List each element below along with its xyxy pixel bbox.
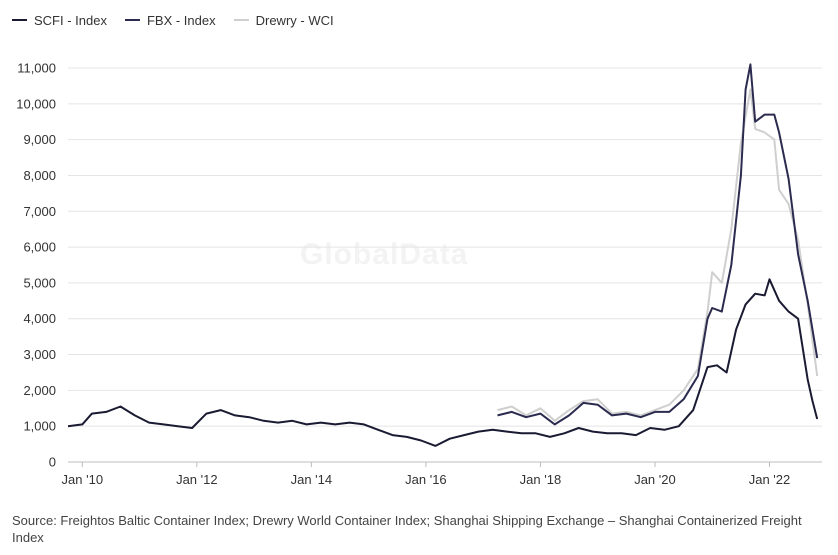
series-line-drewry-wci xyxy=(497,88,819,422)
y-tick-label: 1,000 xyxy=(23,419,56,434)
legend-label-wci: Drewry - WCI xyxy=(255,12,334,28)
legend-label-scfi: SCFI - Index xyxy=(34,12,107,28)
legend-item-wci: Drewry - WCI xyxy=(233,12,334,28)
legend-label-fbx: FBX - Index xyxy=(146,12,216,28)
legend-swatch-fbx xyxy=(124,19,140,21)
legend-swatch-wci xyxy=(233,19,249,21)
watermark: GlobalData xyxy=(300,238,469,271)
x-tick-label: Jan '14 xyxy=(291,472,333,487)
y-tick-label: 7,000 xyxy=(23,204,56,219)
x-tick-label: Jan '12 xyxy=(176,472,218,487)
grid-lines xyxy=(68,67,822,463)
x-axis: Jan '10 Jan '12 Jan '14 Jan '16 Jan '18 Jan '… xyxy=(62,462,791,487)
x-tick-label: Jan '20 xyxy=(634,472,676,487)
legend-swatch-scfi xyxy=(12,19,27,21)
x-tick-label: Jan '22 xyxy=(749,472,791,487)
x-tick-label: Jan '16 xyxy=(405,472,447,487)
y-tick-label: 0 xyxy=(49,455,56,470)
x-tick-label: Jan '18 xyxy=(520,472,562,487)
y-tick-label: 6,000 xyxy=(23,240,56,255)
series-line-scfi-index xyxy=(67,278,819,447)
y-tick-label: 4,000 xyxy=(23,311,56,326)
y-tick-label: 9,000 xyxy=(23,132,56,147)
line-chart: 0 1,000 2,000 3,000 4,000 5,000 6,000 7,000 8,00… xyxy=(16,61,822,487)
series-lines xyxy=(67,63,819,447)
series-line-fbx-index xyxy=(497,63,819,426)
chart-legend: SCFI - Index FBX - Index Drewry - WCI xyxy=(12,10,334,30)
y-tick-label: 8,000 xyxy=(23,168,56,183)
y-axis: 0 1,000 2,000 3,000 4,000 5,000 6,000 7,000 8,00… xyxy=(16,61,56,470)
y-tick-label: 5,000 xyxy=(23,275,56,290)
y-tick-label: 3,000 xyxy=(23,347,56,362)
y-tick-label: 2,000 xyxy=(23,383,56,398)
legend-item-fbx: FBX - Index xyxy=(124,12,216,28)
legend-item-scfi: SCFI - Index xyxy=(12,13,107,28)
y-tick-label: 11,000 xyxy=(17,61,56,76)
x-tick-label: Jan '10 xyxy=(62,472,104,487)
source-note: Source: Freightos Baltic Container Index… xyxy=(12,513,802,545)
y-tick-label: 10,000 xyxy=(16,96,56,111)
